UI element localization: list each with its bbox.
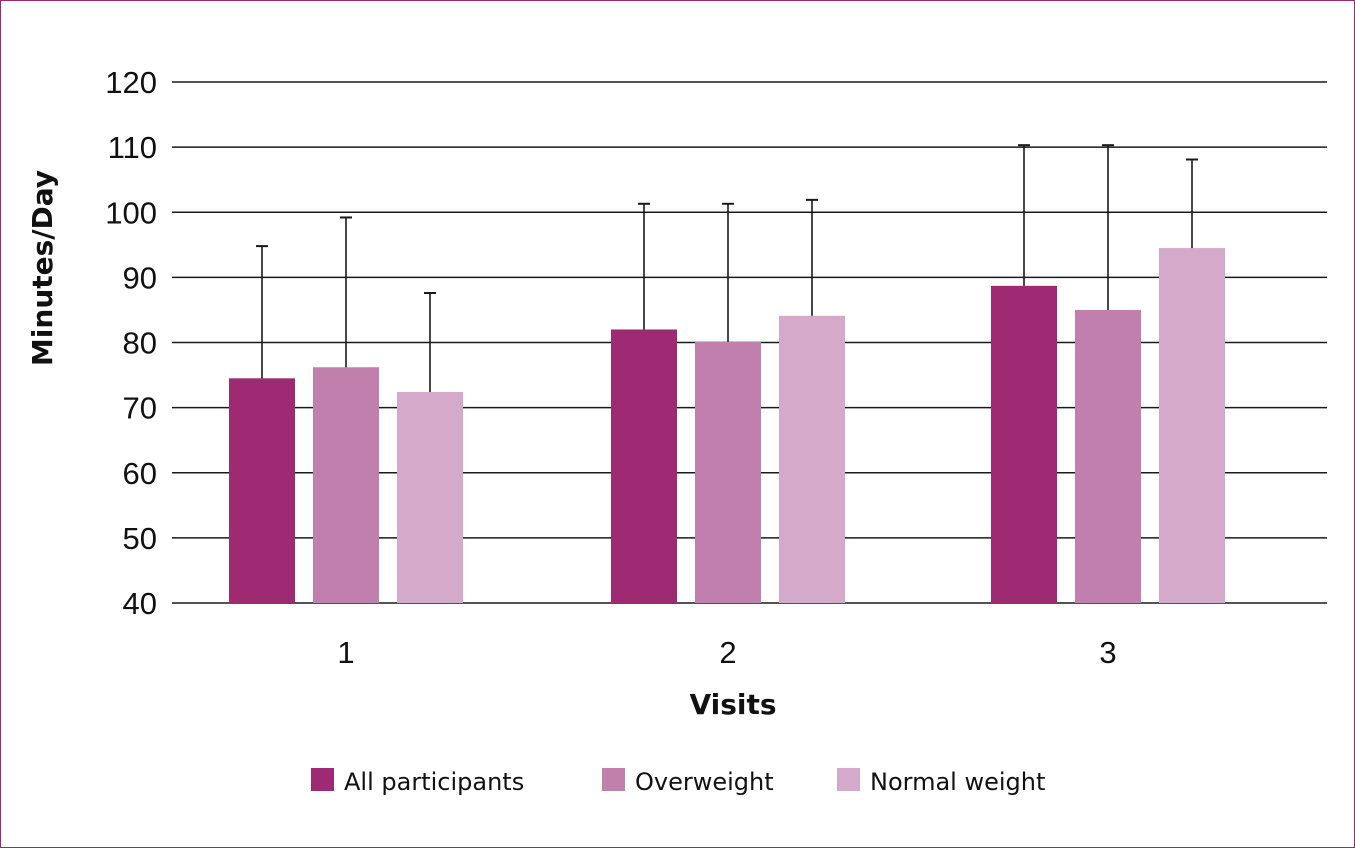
bar-all-participants-visit-2 (611, 329, 677, 603)
bar-overweight-visit-2 (695, 341, 761, 603)
y-tick-label: 50 (123, 521, 157, 556)
y-tick-label: 90 (123, 260, 157, 295)
legend: All participants Overweight Normal weight (311, 768, 1045, 796)
legend-swatch (602, 768, 625, 791)
y-axis-label: Minutes/Day (26, 170, 59, 366)
y-tick-label: 120 (105, 65, 157, 100)
x-tick-label: 1 (337, 635, 354, 670)
x-axis-label: Visits (689, 688, 776, 721)
y-tick-label: 40 (123, 586, 157, 621)
x-tick-label: 3 (1099, 635, 1116, 670)
legend-label: All participants (344, 768, 524, 796)
y-tick-label: 100 (105, 195, 157, 230)
bar-all-participants-visit-1 (229, 378, 295, 603)
legend-swatch (837, 768, 860, 791)
legend-label: Normal weight (870, 768, 1045, 796)
bar-overweight-visit-3 (1075, 309, 1141, 603)
x-tick-label: 2 (719, 635, 736, 670)
bar-normal-weight-visit-1 (397, 391, 463, 603)
x-tick-labels: 1 2 3 (337, 635, 1116, 670)
legend-swatch (311, 768, 334, 791)
bar-all-participants-visit-3 (991, 285, 1057, 603)
bar-overweight-visit-1 (313, 367, 379, 603)
bar-normal-weight-visit-3 (1159, 248, 1225, 603)
y-tick-label: 70 (123, 391, 157, 426)
legend-label: Overweight (635, 768, 774, 796)
bars (229, 248, 1225, 603)
y-tick-label: 80 (123, 326, 157, 361)
error-bars (256, 144, 1198, 392)
y-tick-labels: 40 50 60 70 80 90 100 110 120 (105, 65, 157, 621)
bar-normal-weight-visit-2 (779, 315, 845, 603)
y-tick-label: 60 (123, 456, 157, 491)
y-tick-label: 110 (108, 130, 157, 165)
